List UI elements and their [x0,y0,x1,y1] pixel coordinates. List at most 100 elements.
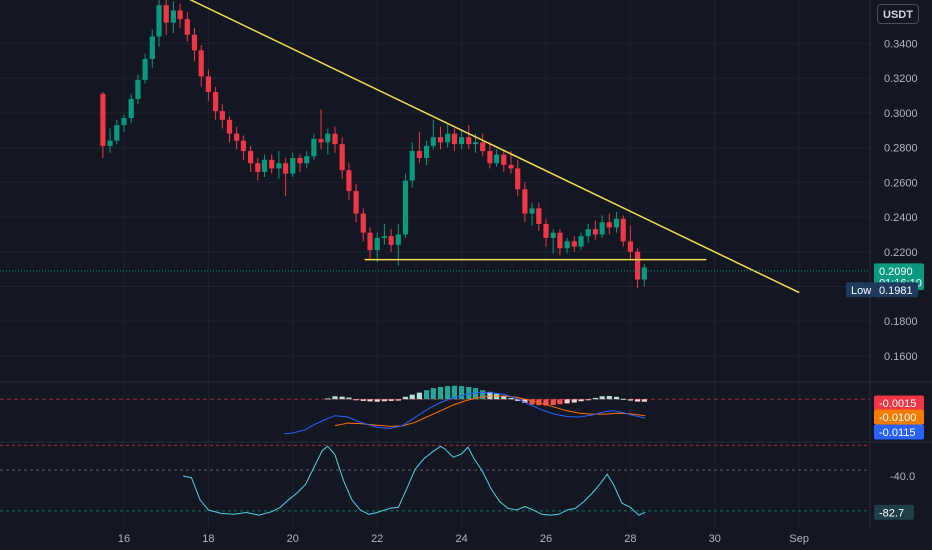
candle-body [360,213,366,233]
candle-body [459,137,465,145]
time-tick-label: Sep [789,533,809,545]
macd-histogram-bar [557,399,563,405]
macd-histogram-bar [409,394,415,400]
candle-body [494,154,500,164]
price-tick-label: 0.2200 [884,247,918,259]
macd-histogram-bar [613,396,620,400]
candle-body [522,189,528,214]
candle-body [219,111,225,120]
candle-body [472,142,479,145]
candle-body [445,133,451,143]
candle-body [606,222,612,228]
oscillator-line [183,445,646,516]
candle-body [107,140,113,146]
candle-body [226,119,233,134]
macd-value-label-bg [874,424,924,440]
macd-histogram-bar [388,399,394,401]
macd-value-label: -0.0100 [879,412,916,424]
oscillator-value-label: -82.7 [879,507,904,519]
descending-trendline [189,0,800,294]
candle-body [585,229,591,237]
candle-body [276,163,282,169]
price-tick-label: 0.1600 [884,351,918,363]
candle-body [423,145,430,159]
macd-histogram-bar [416,392,422,400]
candle-body [121,118,127,126]
candle-body [613,218,620,228]
macd-histogram-bar [543,399,549,406]
candle-body [100,93,106,146]
candle-body [339,144,345,171]
macd-histogram-bar [402,396,409,400]
macd-histogram-bar [445,386,451,400]
candle-body [261,159,268,172]
time-tick-label: 24 [455,533,467,545]
candle-body [451,133,458,145]
candle-body [170,10,176,23]
price-tick-label: 0.3200 [884,73,918,85]
oscillator-tick-label: -40.0 [890,471,915,483]
candle-body [290,158,296,174]
macd-histogram-bar [494,393,500,400]
candle-body [641,267,647,280]
candle-body [529,208,535,214]
macd-histogram-bar [472,388,479,400]
oscillator-pane[interactable] [0,444,870,516]
candle-body [142,59,148,80]
macd-value-label-bg [874,409,924,425]
candle-body [543,223,549,238]
time-axis[interactable]: 16 18 20 22 24 26 28 30 Sep [118,533,809,545]
macd-histogram-bar [508,397,514,400]
price-pane[interactable] [0,0,870,294]
currency-button[interactable]: USDT [877,4,919,24]
macd-histogram-bar [634,399,641,402]
macd-histogram-bar [529,399,535,405]
macd-histogram-bar [620,398,626,400]
time-tick-label: 20 [287,533,299,545]
price-axis[interactable]: 0.3400 0.3200 0.3000 0.2800 0.2600 0.2400 0.22… [884,38,918,483]
candle-body [156,5,162,37]
macd-histogram-bar [515,399,521,401]
candle-body [536,208,542,224]
candle-body [135,79,141,99]
candle-body [374,237,380,251]
macd-line [284,392,646,435]
candle-body [346,170,352,191]
time-tick-label: 28 [624,533,636,545]
time-tick-label: 16 [118,533,130,545]
candle-body [255,163,261,172]
candle-body [627,241,633,252]
price-tick-label: 0.3400 [884,38,918,50]
low-value-label-bg [874,282,918,298]
macd-pane[interactable] [0,385,870,435]
trendlines[interactable] [187,0,800,294]
candle-body [599,222,605,235]
candle-body [578,236,584,247]
candle-body [198,50,204,77]
candle-body [297,158,303,164]
macd-histogram-bar [501,396,507,400]
macd-histogram-bar [325,398,331,400]
candle-body [620,218,626,242]
macd-histogram-bar [522,399,528,403]
candle-body [269,159,275,169]
candle-body [332,133,338,145]
macd-histogram-bar [381,399,387,402]
macd-histogram-bar [395,399,401,401]
price-tick-label: 0.2800 [884,143,918,155]
candle-body [381,236,387,238]
candle-body [205,76,211,93]
candle-body [311,138,317,157]
macd-value-label-bg [874,395,924,411]
macd-histogram-bar [367,399,373,402]
candle-body [634,251,641,280]
candle-body [487,151,493,164]
candle-body [592,229,598,235]
macd-histogram-bar [571,399,577,403]
macd-value-label: -0.0115 [879,427,916,439]
candle-body [283,163,289,174]
candle-body [367,232,373,251]
candle-body [571,241,577,247]
candle-body [501,154,507,165]
